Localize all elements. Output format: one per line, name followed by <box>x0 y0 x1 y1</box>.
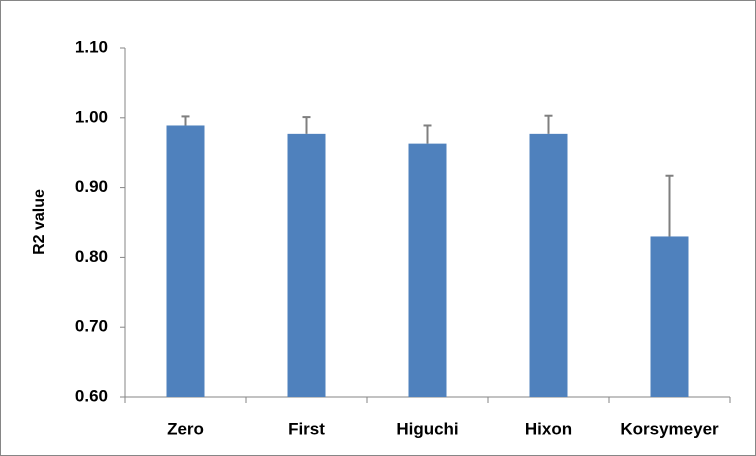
x-tick-label: First <box>288 419 325 438</box>
error-bar <box>665 174 674 237</box>
y-tick-label: 0.70 <box>75 317 108 336</box>
x-tick-label: Korsymeyer <box>620 419 719 438</box>
error-bar <box>423 124 432 144</box>
y-tick-label: 0.60 <box>75 386 108 405</box>
error-bar <box>302 116 311 134</box>
bar <box>529 133 568 397</box>
error-bar <box>544 114 553 134</box>
x-tick-label: Higuchi <box>396 419 458 438</box>
y-tick-label: 0.80 <box>75 247 108 266</box>
bar <box>166 125 205 397</box>
y-tick-label: 1.00 <box>75 107 108 126</box>
bar <box>650 236 689 397</box>
x-tick-label: Zero <box>167 419 204 438</box>
y-tick-label: 0.90 <box>75 177 108 196</box>
y-tick-label: 1.10 <box>75 37 108 56</box>
bar <box>408 143 447 397</box>
bar <box>287 133 326 397</box>
error-bar <box>181 115 190 126</box>
y-axis-label: R2 value <box>31 189 48 255</box>
x-tick-label: Hixon <box>525 419 572 438</box>
